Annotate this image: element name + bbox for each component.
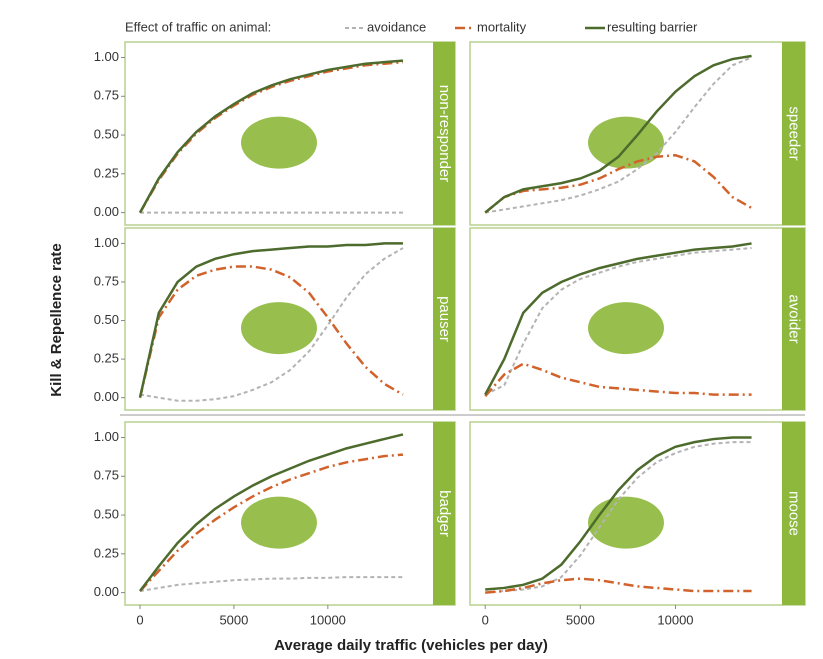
legend-label: avoidance <box>367 19 426 34</box>
x-tick-label: 5000 <box>566 612 595 627</box>
y-tick-label: 0.00 <box>94 584 119 599</box>
series-line <box>485 579 751 593</box>
y-tick-label: 0.25 <box>94 165 119 180</box>
y-tick-label: 0.00 <box>94 389 119 404</box>
series-line <box>140 577 403 591</box>
y-tick-label: 0.75 <box>94 88 119 103</box>
x-tick-label: 10000 <box>310 612 346 627</box>
panel-strip-label: speeder <box>786 106 803 160</box>
x-tick-label: 5000 <box>219 612 248 627</box>
y-tick-label: 1.00 <box>94 429 119 444</box>
x-tick-label: 0 <box>482 612 489 627</box>
panel-strip-label: non-responder <box>436 85 453 183</box>
y-tick-label: 1.00 <box>94 235 119 250</box>
y-tick-label: 0.75 <box>94 273 119 288</box>
animal-icon <box>588 497 664 549</box>
x-tick-label: 0 <box>136 612 143 627</box>
animal-icon <box>588 302 664 354</box>
series-line <box>485 364 751 396</box>
chart: Effect of traffic on animal: Average dai… <box>0 0 823 659</box>
panel-strip-label: badger <box>436 490 453 537</box>
x-axis-title: Average daily traffic (vehicles per day) <box>274 637 548 654</box>
y-tick-label: 1.00 <box>94 49 119 64</box>
animal-icon <box>241 497 317 549</box>
x-tick-label: 10000 <box>657 612 693 627</box>
animal-icon <box>588 117 664 169</box>
legend-label: mortality <box>477 19 527 34</box>
y-tick-label: 0.00 <box>94 204 119 219</box>
legend-label: resulting barrier <box>607 19 698 34</box>
panel-strip-label: moose <box>786 491 803 536</box>
y-tick-label: 0.50 <box>94 126 119 141</box>
y-tick-label: 0.25 <box>94 545 119 560</box>
y-tick-label: 0.50 <box>94 312 119 327</box>
y-tick-label: 0.25 <box>94 351 119 366</box>
y-tick-label: 0.75 <box>94 468 119 483</box>
animal-icon <box>241 117 317 169</box>
y-axis-title: Kill & Repellence rate <box>48 243 65 396</box>
panel-strip-label: avoider <box>786 294 803 343</box>
y-tick-label: 0.50 <box>94 506 119 521</box>
panel-strip-label: pauser <box>436 296 453 342</box>
legend-title: Effect of traffic on animal: <box>125 19 271 34</box>
animal-icon <box>241 302 317 354</box>
